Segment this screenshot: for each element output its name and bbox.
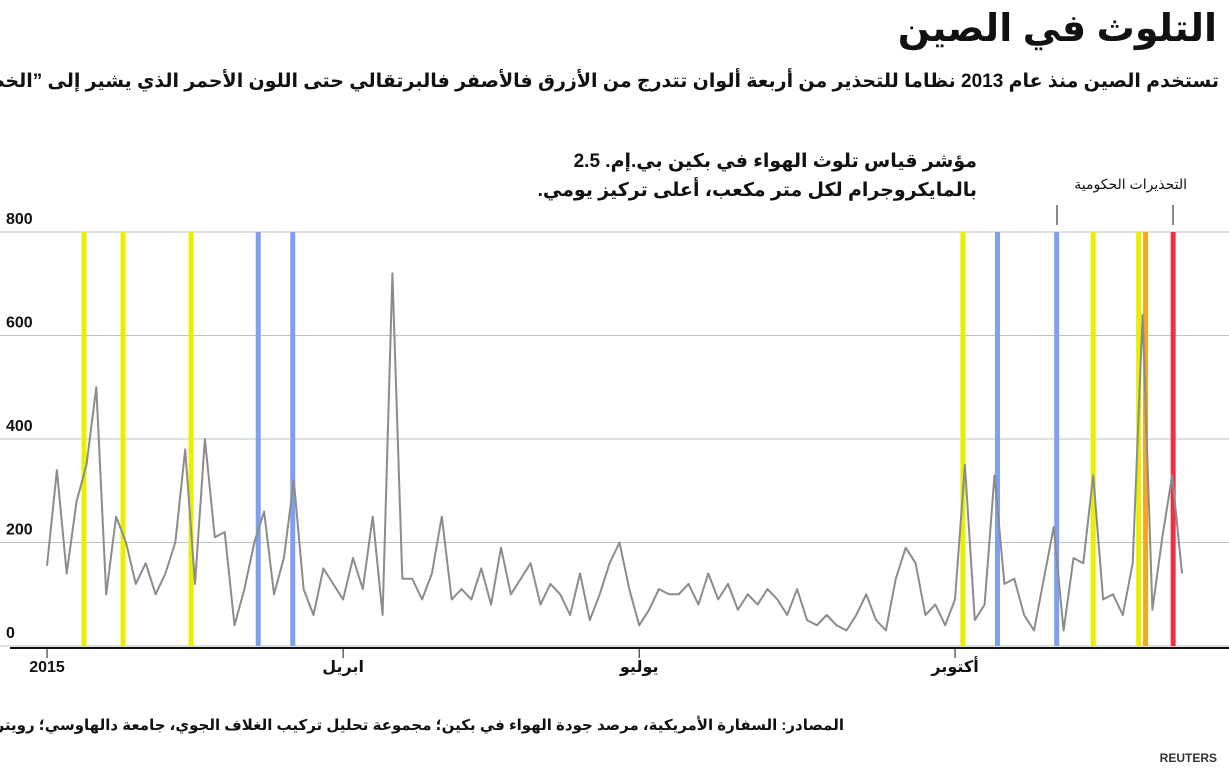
y-tick-label: 800	[6, 211, 33, 228]
brand: REUTERS	[1159, 751, 1217, 765]
y-tick-label: 200	[6, 522, 33, 539]
annotation-line: بالمايكروجرام لكل متر مكعب، أعلى تركيز ي…	[537, 180, 977, 201]
x-tick-label: ابريل	[322, 659, 364, 676]
source: المصادر: السفارة الأمريكية، مرصد جودة ال…	[0, 717, 844, 734]
x-tick-label: 2015	[29, 659, 65, 676]
annotation: مؤشر قياس تلوث الهواء في بكين بي.إم. 2.5…	[538, 147, 977, 205]
chart-subtitle: تستخدم الصين منذ عام 2013 نظاما للتحذير …	[0, 71, 1219, 92]
y-tick-label: 600	[6, 315, 33, 332]
legend-label: التحذيرات الحكومية	[1074, 176, 1187, 192]
data-line	[46, 272, 1183, 632]
x-tick-label: أكتوبر	[930, 656, 978, 676]
x-tick-label: يوليو	[619, 659, 659, 676]
annotation-line: مؤشر قياس تلوث الهواء في بكين بي.إم. 2.5	[573, 151, 977, 172]
y-tick-label: 0	[6, 625, 15, 642]
chart-title: التلوث في الصين	[897, 8, 1217, 50]
y-tick-label: 400	[6, 418, 33, 435]
